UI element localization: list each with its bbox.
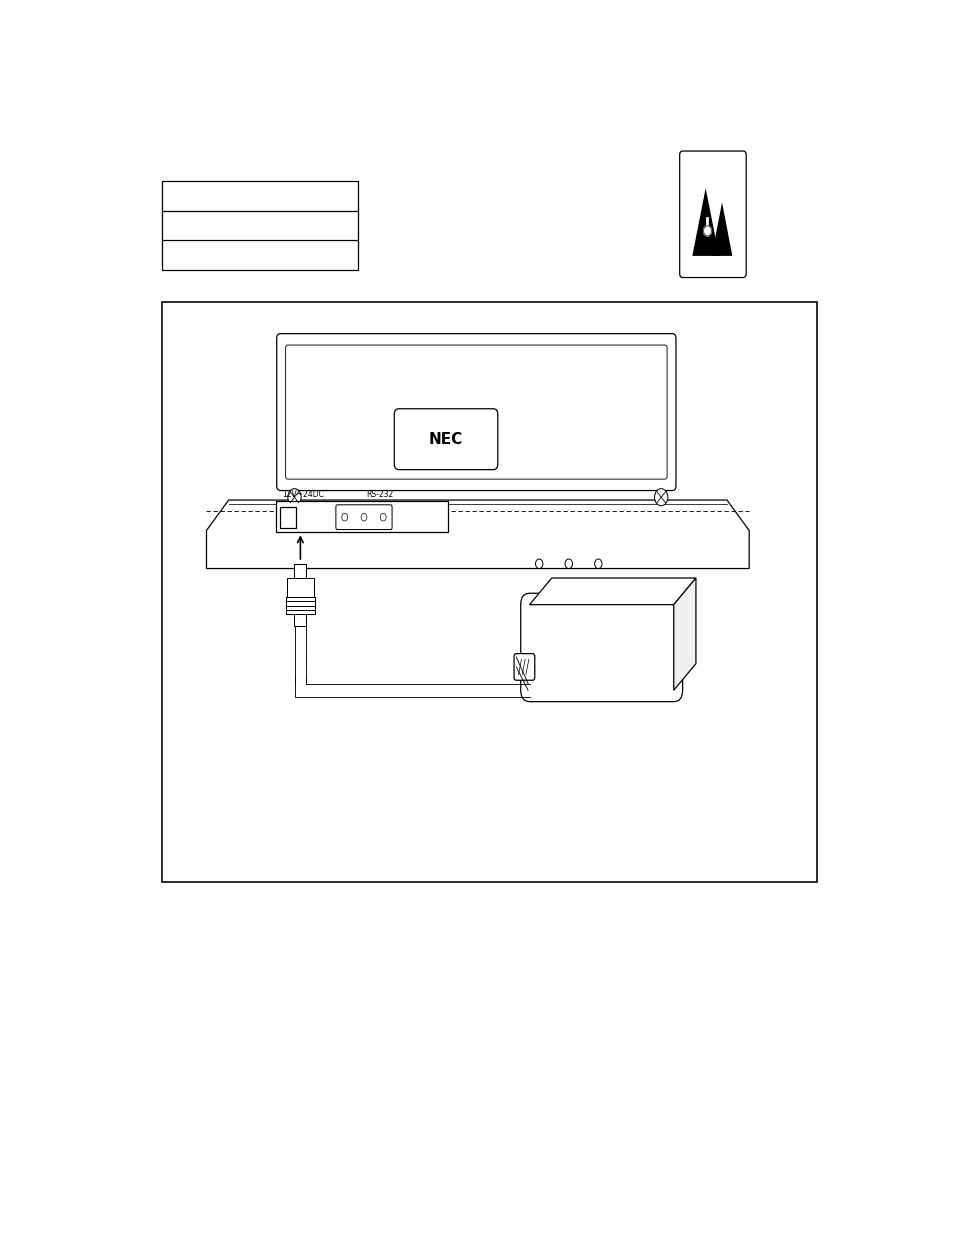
Circle shape <box>360 514 367 521</box>
Circle shape <box>380 514 386 521</box>
FancyBboxPatch shape <box>335 505 392 530</box>
Text: 12V~24DC: 12V~24DC <box>282 490 324 499</box>
Bar <box>279 506 295 527</box>
Circle shape <box>702 226 711 236</box>
Polygon shape <box>529 578 696 605</box>
Bar <box>162 303 817 882</box>
Polygon shape <box>692 188 719 256</box>
Polygon shape <box>673 578 696 690</box>
Circle shape <box>341 514 347 521</box>
Polygon shape <box>206 500 748 568</box>
FancyBboxPatch shape <box>285 345 666 479</box>
Bar <box>162 182 357 270</box>
Circle shape <box>535 559 542 568</box>
Circle shape <box>594 559 601 568</box>
Text: NEC: NEC <box>429 432 463 447</box>
Circle shape <box>288 489 301 506</box>
Text: RS-232: RS-232 <box>366 490 393 499</box>
FancyBboxPatch shape <box>520 593 682 701</box>
Bar <box>294 563 306 578</box>
Circle shape <box>654 489 667 506</box>
FancyBboxPatch shape <box>394 409 497 469</box>
Bar <box>294 614 306 626</box>
Bar <box>285 597 314 614</box>
FancyBboxPatch shape <box>276 333 676 490</box>
Circle shape <box>564 559 572 568</box>
Bar <box>287 578 314 597</box>
Bar <box>275 501 447 532</box>
FancyBboxPatch shape <box>679 151 745 278</box>
Polygon shape <box>711 203 732 256</box>
FancyBboxPatch shape <box>514 653 535 680</box>
